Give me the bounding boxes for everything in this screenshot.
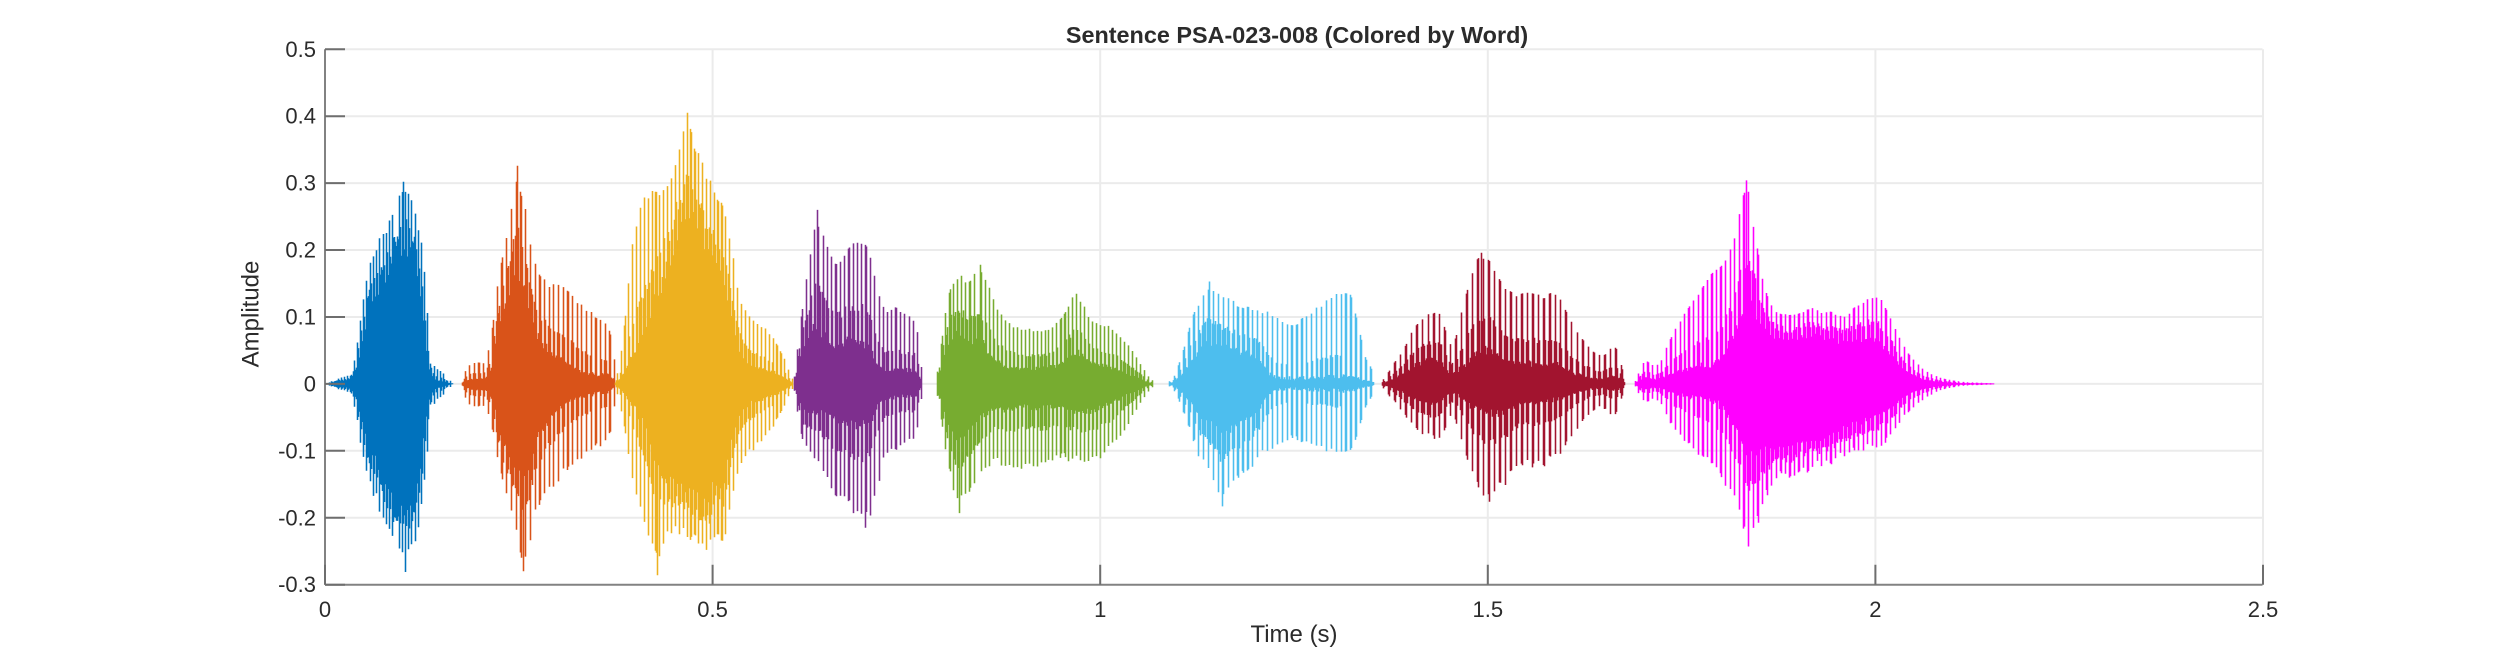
svg-text:0.1: 0.1: [285, 305, 316, 330]
svg-text:0.2: 0.2: [285, 238, 316, 263]
svg-text:Amplitude: Amplitude: [238, 261, 265, 368]
svg-text:-0.2: -0.2: [278, 505, 316, 530]
svg-text:0.5: 0.5: [285, 37, 316, 62]
svg-text:-0.3: -0.3: [278, 572, 316, 597]
svg-text:1.5: 1.5: [1473, 597, 1504, 622]
svg-text:2.5: 2.5: [2248, 597, 2279, 622]
svg-text:0.4: 0.4: [285, 104, 316, 129]
svg-text:0.3: 0.3: [285, 171, 316, 196]
svg-text:2: 2: [1869, 597, 1881, 622]
svg-text:0: 0: [319, 597, 331, 622]
svg-text:0: 0: [304, 371, 316, 396]
svg-text:0.5: 0.5: [697, 597, 728, 622]
svg-text:1: 1: [1094, 597, 1106, 622]
svg-text:Time (s): Time (s): [1250, 621, 1337, 648]
svg-text:Sentence PSA-023-008 (Colored: Sentence PSA-023-008 (Colored by Word): [1066, 22, 1528, 48]
svg-text:-0.1: -0.1: [278, 438, 316, 463]
